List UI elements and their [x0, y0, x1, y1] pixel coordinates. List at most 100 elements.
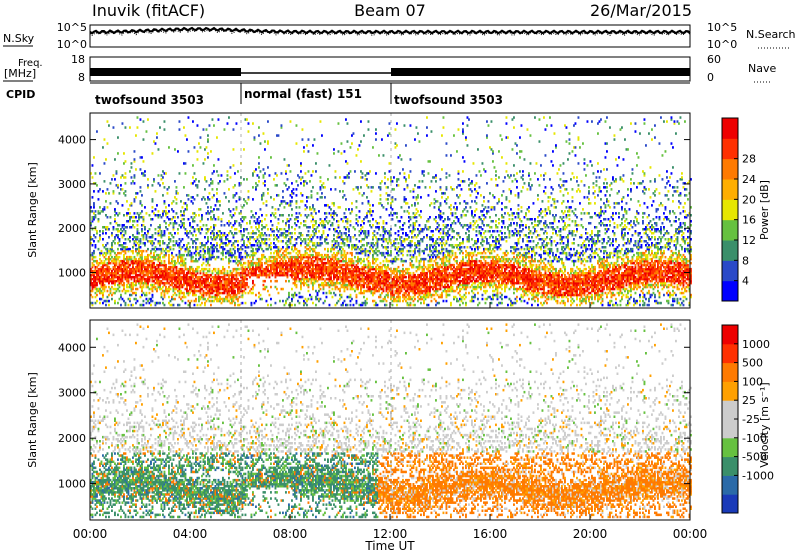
power-cell	[234, 212, 236, 215]
power-cell	[270, 303, 272, 307]
power-cell	[93, 281, 95, 285]
power-cell	[280, 234, 283, 237]
power-cell	[310, 269, 313, 273]
power-cell	[307, 259, 310, 263]
power-cell	[367, 255, 370, 259]
power-cell	[402, 271, 404, 275]
power-cell	[106, 269, 109, 273]
power-cell	[310, 259, 313, 263]
power-cell	[351, 134, 353, 137]
power-cell	[324, 283, 326, 287]
power-cell	[103, 267, 106, 271]
power-cell	[192, 242, 194, 245]
power-cell	[372, 279, 374, 283]
power-cell	[127, 285, 130, 289]
power-cell	[330, 247, 332, 251]
power-cell	[321, 265, 323, 269]
power-cell	[340, 303, 343, 307]
power-cell	[310, 267, 313, 271]
power-cell	[252, 251, 254, 255]
power-cell	[217, 267, 220, 271]
power-cell	[394, 198, 397, 201]
power-cell	[106, 261, 109, 265]
power-cell	[93, 156, 95, 159]
power-cell	[205, 267, 208, 271]
power-cell	[241, 244, 244, 247]
power-cell	[330, 273, 332, 277]
power-cell	[190, 253, 193, 257]
power-cell	[204, 255, 206, 259]
power-cell	[135, 192, 137, 195]
power-cell	[283, 255, 286, 259]
power-cell	[151, 263, 154, 267]
power-cell	[318, 210, 320, 213]
power-cell	[207, 275, 209, 279]
power-cell	[214, 275, 217, 279]
power-cell	[352, 263, 355, 267]
power-cell	[262, 192, 265, 195]
power-cell	[178, 295, 181, 299]
power-cell	[171, 297, 173, 301]
power-cell	[280, 273, 283, 277]
power-cell	[247, 263, 250, 267]
power-cell	[151, 198, 154, 201]
power-cell	[90, 279, 92, 283]
power-cell	[373, 285, 376, 289]
power-cell	[336, 261, 338, 265]
power-cell	[153, 247, 155, 251]
power-cell	[283, 232, 286, 235]
power-cell	[156, 269, 158, 273]
power-cell	[94, 271, 97, 275]
power-cell	[222, 251, 224, 255]
power-cell	[193, 299, 196, 303]
power-cell	[169, 222, 172, 225]
power-cell	[393, 283, 395, 287]
power-cell	[103, 259, 106, 263]
power-cell	[150, 287, 152, 291]
power-cell	[303, 238, 305, 241]
power-cell	[295, 275, 298, 279]
power-cell	[358, 271, 361, 275]
power-cell	[109, 279, 112, 283]
power-cell	[327, 222, 329, 225]
power-cell	[402, 295, 404, 299]
power-cell	[351, 277, 353, 281]
power-cell	[91, 196, 94, 199]
power-cell	[336, 253, 338, 257]
power-cell	[157, 148, 160, 151]
power-cell	[295, 202, 298, 205]
power-cell	[340, 271, 343, 275]
power-cell	[150, 218, 152, 221]
power-cell	[349, 224, 352, 227]
power-cell	[159, 253, 161, 257]
power-cell	[274, 265, 277, 269]
power-cell	[229, 297, 232, 301]
power-cell	[124, 194, 127, 197]
power-cell	[325, 236, 328, 239]
power-cell	[154, 246, 157, 249]
power-cell	[241, 277, 244, 281]
power-cell	[364, 303, 367, 307]
power-cell	[178, 120, 181, 123]
power-cell	[141, 194, 143, 197]
power-cell	[139, 295, 142, 299]
power-cell	[381, 238, 383, 241]
power-cell	[162, 212, 164, 215]
power-cell	[162, 176, 164, 179]
power-cell	[333, 251, 335, 255]
power-cell	[270, 279, 272, 283]
power-cell	[219, 283, 221, 287]
power-cell	[238, 182, 241, 185]
power-cell	[232, 242, 235, 245]
power-cell	[316, 279, 319, 283]
power-cell	[178, 246, 181, 249]
power-cell	[150, 267, 152, 271]
power-cell	[189, 277, 191, 281]
power-cell	[357, 224, 359, 227]
power-cell	[282, 214, 284, 217]
power-cell	[202, 293, 205, 297]
power-cell	[259, 246, 262, 249]
power-cell	[127, 263, 130, 267]
power-cell	[333, 267, 335, 271]
power-cell	[268, 263, 271, 267]
